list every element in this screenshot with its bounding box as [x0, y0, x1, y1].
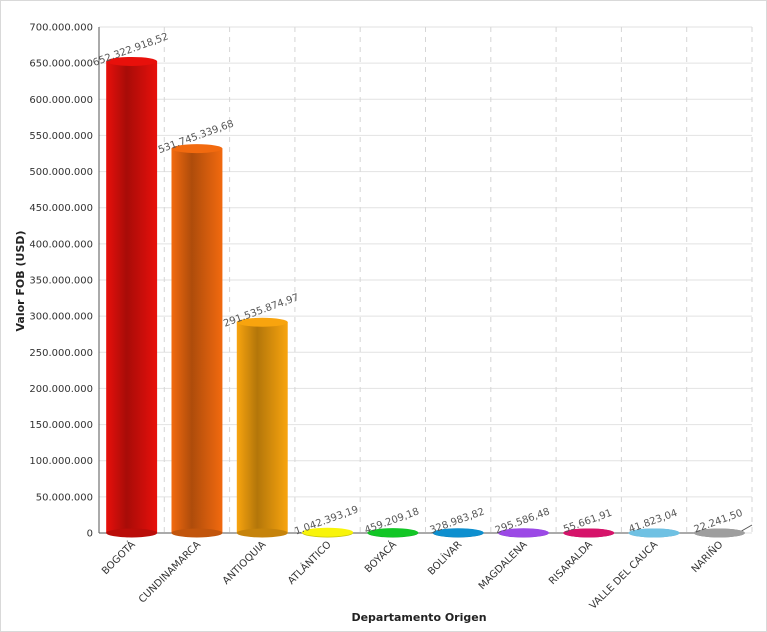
y-tick-label: 100.000.000 [29, 456, 93, 467]
y-tick-label: 400.000.000 [29, 239, 93, 250]
x-tick-label: BOGOTÁ [99, 538, 138, 577]
y-tick-label: 700.000.000 [29, 23, 93, 34]
y-tick-label: 500.000.000 [29, 167, 93, 178]
bar-base [236, 528, 288, 538]
bar[interactable] [497, 528, 549, 538]
y-tick-label: 50.000.000 [36, 492, 93, 503]
y-axis-title: Valor FOB (USD) [14, 230, 27, 331]
x-tick-label: BOYACÁ [362, 538, 399, 575]
y-tick-label: 550.000.000 [29, 131, 93, 142]
x-tick-label: CUNDINAMARCA [137, 539, 203, 605]
bar-top [563, 528, 615, 538]
bar-top [628, 528, 680, 538]
bar-top [497, 528, 549, 538]
bar-layer [106, 56, 745, 538]
bar-top [432, 528, 484, 538]
x-tick-label: MAGDALENA [477, 539, 530, 592]
y-tick-label: 450.000.000 [29, 203, 93, 214]
bar[interactable] [171, 144, 223, 538]
x-tick-label: VALLE DEL CAUCA [588, 539, 661, 612]
x-tick-label: BOLÍVAR [425, 538, 465, 578]
bar[interactable] [236, 317, 288, 538]
x-tick-label: ATLÁNTICO [285, 538, 334, 587]
bar-top [106, 56, 158, 66]
y-tick-label: 650.000.000 [29, 59, 93, 70]
bar[interactable] [628, 528, 680, 538]
y-tick-label: 250.000.000 [29, 348, 93, 359]
bar-body [236, 322, 288, 533]
bar-top [367, 528, 419, 538]
bar-body [171, 148, 223, 533]
y-tick-label: 600.000.000 [29, 95, 93, 106]
bar-top [693, 528, 745, 538]
bar[interactable] [106, 56, 158, 538]
bar-base [106, 528, 158, 538]
y-tick-label: 300.000.000 [29, 312, 93, 323]
bar-base [171, 528, 223, 538]
bar[interactable] [432, 528, 484, 538]
bar-body [106, 61, 158, 534]
x-tick-label: ANTIOQUIA [221, 539, 269, 587]
x-axis-title: Departamento Origen [351, 611, 486, 624]
bar-top [171, 144, 223, 154]
y-tick-label: 0 [87, 529, 93, 540]
bar[interactable] [563, 528, 615, 538]
x-tick-label: NARIÑO [688, 538, 725, 575]
y-tick-label: 200.000.000 [29, 384, 93, 395]
bar[interactable] [367, 528, 419, 538]
bar-top [302, 527, 354, 537]
x-tick-label: RISARALDA [547, 539, 595, 587]
bar-top [236, 317, 288, 327]
y-tick-label: 350.000.000 [29, 276, 93, 287]
bar[interactable] [693, 528, 745, 538]
bar[interactable] [302, 527, 354, 538]
y-tick-label: 150.000.000 [29, 420, 93, 431]
